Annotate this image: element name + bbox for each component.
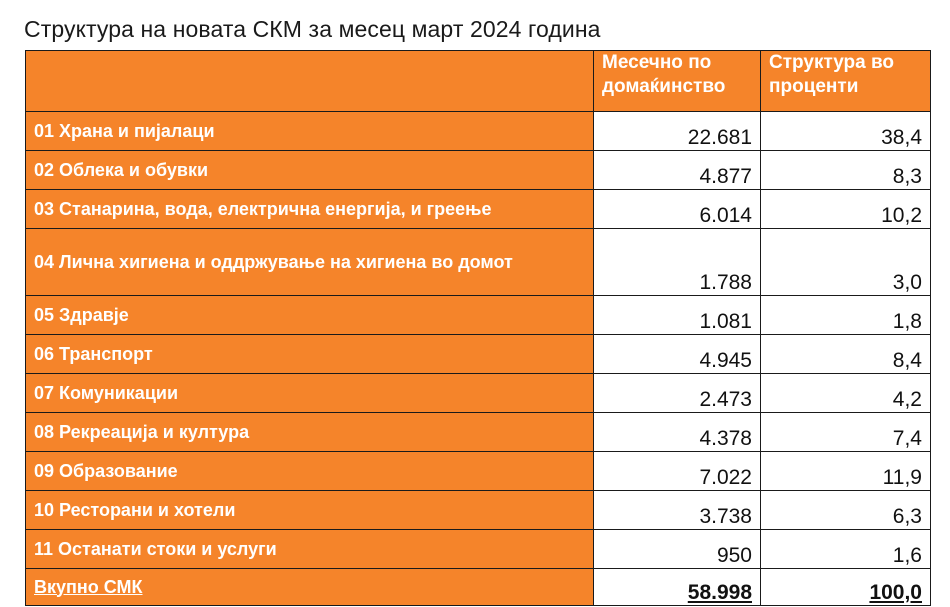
category-cell: 02 Облека и обувки — [25, 150, 594, 190]
category-cell: 11 Останати стоки и услуги — [25, 529, 594, 569]
header-structure: Структура во проценти — [760, 50, 931, 112]
table-row: 11 Останати стоки и услуги 950 1,6 — [25, 529, 931, 569]
percent-cell: 6,3 — [760, 490, 931, 530]
monthly-cell: 4.378 — [593, 412, 761, 452]
monthly-cell: 3.738 — [593, 490, 761, 530]
category-cell: 03 Станарина, вода, електрична енергија,… — [25, 189, 594, 229]
monthly-cell: 6.014 — [593, 189, 761, 229]
monthly-cell: 950 — [593, 529, 761, 569]
category-cell: 04 Лична хигиена и оддржување на хигиена… — [25, 228, 594, 296]
table-header-row: Месечно по домаќинство Структура во проц… — [25, 50, 931, 112]
category-cell: 10 Ресторани и хотели — [25, 490, 594, 530]
percent-cell: 8,3 — [760, 150, 931, 190]
skm-structure-table: Месечно по домаќинство Структура во проц… — [25, 50, 931, 606]
percent-cell: 3,0 — [760, 228, 931, 296]
monthly-cell: 22.681 — [593, 111, 761, 151]
total-label: Вкупно СМК — [25, 568, 594, 606]
page-title: Структура на новата СКМ за месец март 20… — [24, 16, 601, 42]
category-cell: 09 Образование — [25, 451, 594, 491]
monthly-cell: 2.473 — [593, 373, 761, 413]
monthly-cell: 4.877 — [593, 150, 761, 190]
category-cell: 08 Рекреација и култура — [25, 412, 594, 452]
percent-cell: 8,4 — [760, 334, 931, 374]
percent-cell: 4,2 — [760, 373, 931, 413]
percent-cell: 1,8 — [760, 295, 931, 335]
table-row: 06 Транспорт 4.945 8,4 — [25, 334, 931, 374]
monthly-cell: 4.945 — [593, 334, 761, 374]
monthly-cell: 7.022 — [593, 451, 761, 491]
percent-cell: 10,2 — [760, 189, 931, 229]
percent-cell: 11,9 — [760, 451, 931, 491]
monthly-cell: 1.081 — [593, 295, 761, 335]
table-row: 10 Ресторани и хотели 3.738 6,3 — [25, 490, 931, 530]
header-monthly: Месечно по домаќинство — [593, 50, 761, 112]
table-row: 04 Лична хигиена и оддржување на хигиена… — [25, 228, 931, 296]
category-cell: 07 Комуникации — [25, 373, 594, 413]
table-row: 09 Образование 7.022 11,9 — [25, 451, 931, 491]
category-cell: 05 Здравје — [25, 295, 594, 335]
percent-cell: 1,6 — [760, 529, 931, 569]
table-row: 08 Рекреација и култура 4.378 7,4 — [25, 412, 931, 452]
table-row: 03 Станарина, вода, електрична енергија,… — [25, 189, 931, 229]
percent-cell: 38,4 — [760, 111, 931, 151]
total-percent: 100,0 — [760, 568, 931, 606]
table-row: 01 Храна и пијалаци 22.681 38,4 — [25, 111, 931, 151]
table-row: 07 Комуникации 2.473 4,2 — [25, 373, 931, 413]
monthly-cell: 1.788 — [593, 228, 761, 296]
category-cell: 06 Транспорт — [25, 334, 594, 374]
table-row: 05 Здравје 1.081 1,8 — [25, 295, 931, 335]
percent-cell: 7,4 — [760, 412, 931, 452]
category-cell: 01 Храна и пијалаци — [25, 111, 594, 151]
header-blank-cell — [25, 50, 594, 112]
total-monthly: 58.998 — [593, 568, 761, 606]
total-row: Вкупно СМК 58.998 100,0 — [25, 568, 931, 606]
table-row: 02 Облека и обувки 4.877 8,3 — [25, 150, 931, 190]
